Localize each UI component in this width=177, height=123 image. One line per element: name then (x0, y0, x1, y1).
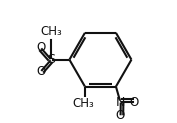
Text: O: O (36, 65, 45, 78)
Text: O: O (36, 41, 45, 54)
Text: N: N (116, 96, 125, 108)
Text: O: O (130, 96, 139, 108)
Text: CH₃: CH₃ (73, 97, 95, 110)
Text: O: O (116, 109, 125, 122)
Text: CH₃: CH₃ (40, 25, 62, 38)
Text: S: S (47, 53, 55, 66)
